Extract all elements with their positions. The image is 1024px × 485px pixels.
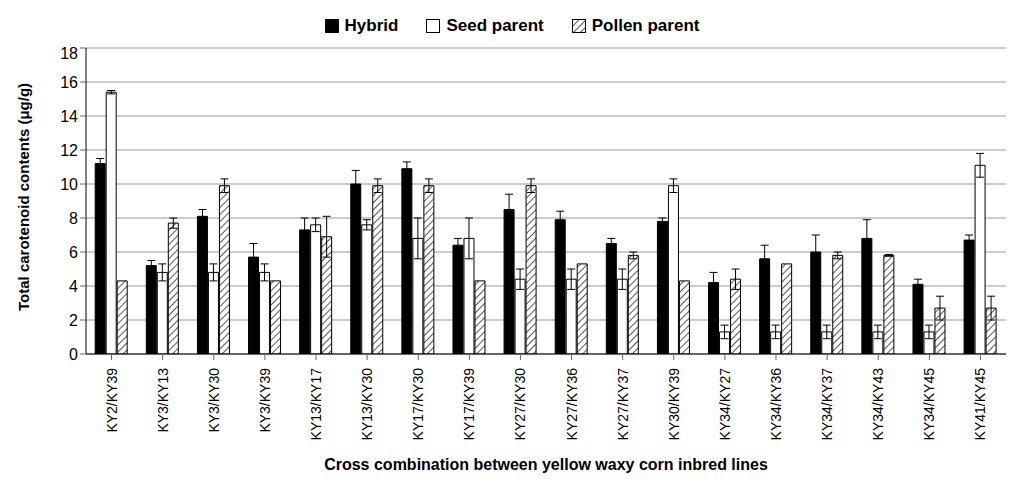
svg-text:KY34/KY45: KY34/KY45 (921, 368, 937, 441)
svg-text:Cross combination between yell: Cross combination between yellow waxy co… (324, 456, 768, 473)
svg-text:KY27/KY36: KY27/KY36 (564, 368, 580, 441)
svg-text:KY13/KY30: KY13/KY30 (359, 368, 375, 441)
svg-text:KY41/KY45: KY41/KY45 (972, 368, 988, 441)
svg-text:KY34/KY27: KY34/KY27 (717, 368, 733, 441)
svg-text:10: 10 (60, 176, 78, 193)
svg-text:KY3/KY13: KY3/KY13 (155, 368, 171, 433)
svg-text:KY17/KY39: KY17/KY39 (461, 368, 477, 441)
svg-text:0: 0 (69, 346, 78, 363)
svg-text:14: 14 (60, 108, 78, 125)
svg-text:12: 12 (60, 142, 78, 159)
svg-text:KY2/KY39: KY2/KY39 (104, 368, 120, 433)
svg-text:KY34/KY36: KY34/KY36 (768, 368, 784, 441)
svg-text:KY13/KY17: KY13/KY17 (308, 368, 324, 441)
html-text:Hybrid: Hybrid (344, 16, 399, 35)
svg-text:16: 16 (60, 74, 78, 91)
svg-text:KY27/KY37: KY27/KY37 (615, 368, 631, 441)
svg-text:KY3/KY30: KY3/KY30 (206, 368, 222, 433)
svg-text:8: 8 (69, 210, 78, 227)
svg-text:KY30/KY39: KY30/KY39 (666, 368, 682, 441)
svg-text:Total carotenoid contents (μg/: Total carotenoid contents (μg/g) (15, 83, 32, 311)
svg-text:18: 18 (60, 45, 78, 62)
svg-text:2: 2 (69, 312, 78, 329)
svg-text:6: 6 (69, 244, 78, 261)
html-text:Seed parent: Seed parent (446, 16, 544, 35)
svg-text:4: 4 (69, 278, 78, 295)
html-text:Pollen parent: Pollen parent (591, 16, 700, 35)
svg-text:KY34/KY37: KY34/KY37 (819, 368, 835, 441)
svg-text:KY34/KY43: KY34/KY43 (870, 368, 886, 441)
svg-text:KY27/KY30: KY27/KY30 (512, 368, 528, 441)
svg-text:KY17/KY30: KY17/KY30 (410, 368, 426, 441)
svg-text:KY3/KY39: KY3/KY39 (257, 368, 273, 433)
